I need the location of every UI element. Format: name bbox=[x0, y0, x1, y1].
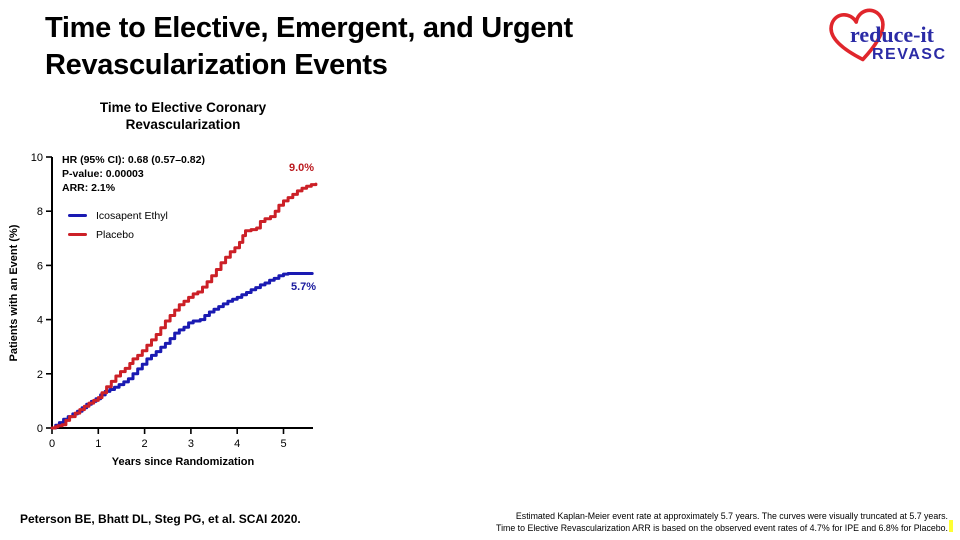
reduce-it-revasc-logo: reduce-it REVASC bbox=[826, 8, 954, 78]
svg-text:10: 10 bbox=[31, 152, 43, 164]
km-curve-chart: 0 1 2 3 4 5 0 2 4 6 8 10 bbox=[31, 152, 318, 450]
pvalue-line: P-value: 0.00003 bbox=[62, 168, 144, 180]
footnote-line1: Estimated Kaplan-Meier event rate at app… bbox=[515, 511, 948, 521]
legend-item-icosapent-ethyl: Icosapent Ethyl bbox=[68, 206, 168, 225]
svg-text:0: 0 bbox=[37, 423, 43, 435]
footnote-line2: Time to Elective Revascularization ARR i… bbox=[496, 523, 948, 533]
footnote: Estimated Kaplan-Meier event rate at app… bbox=[388, 510, 948, 534]
chart-title: Time to Elective Coronary Revascularizat… bbox=[16, 99, 350, 133]
svg-text:1: 1 bbox=[95, 438, 101, 450]
page-title-line1: Time to Elective, Emergent, and Urgent bbox=[45, 12, 573, 44]
chart-title-line2: Revascularization bbox=[125, 117, 241, 132]
arr-line: ARR: 2.1% bbox=[62, 182, 116, 194]
svg-text:4: 4 bbox=[37, 315, 43, 327]
legend-item-placebo: Placebo bbox=[68, 225, 168, 244]
icosapent-ethyl-line-swatch bbox=[68, 213, 87, 218]
x-axis-label: Years since Randomization bbox=[111, 456, 255, 468]
legend-label: Placebo bbox=[96, 228, 134, 241]
svg-text:3: 3 bbox=[188, 438, 194, 450]
logo-primary-text: reduce-it bbox=[850, 22, 934, 47]
chart-legend: Icosapent Ethyl Placebo bbox=[68, 206, 168, 244]
hr-line: HR (95% CI): 0.68 (0.57–0.82) bbox=[62, 154, 205, 166]
svg-text:2: 2 bbox=[142, 438, 148, 450]
placebo-endpoint-label: 9.0% bbox=[289, 162, 315, 174]
hr-stats-annotation: HR (95% CI): 0.68 (0.57–0.82) P-value: 0… bbox=[62, 153, 205, 195]
page-title: Time to Elective, Emergent, and Urgent R… bbox=[45, 10, 825, 84]
logo-secondary-text: REVASC bbox=[872, 46, 947, 63]
chart-title-line1: Time to Elective Coronary bbox=[99, 100, 267, 115]
citation: Peterson BE, Bhatt DL, Steg PG, et al. S… bbox=[20, 512, 301, 526]
svg-text:5: 5 bbox=[280, 438, 286, 450]
legend-label: Icosapent Ethyl bbox=[96, 209, 168, 222]
svg-text:0: 0 bbox=[49, 438, 55, 450]
svg-text:6: 6 bbox=[37, 260, 43, 272]
icosapent-ethyl-endpoint-label: 5.7% bbox=[291, 281, 317, 293]
svg-text:2: 2 bbox=[37, 369, 43, 381]
page-title-line2: Revascularization Events bbox=[45, 49, 388, 81]
placebo-line-swatch bbox=[68, 232, 87, 237]
text-cursor bbox=[949, 520, 953, 532]
svg-text:4: 4 bbox=[234, 438, 240, 450]
svg-text:8: 8 bbox=[37, 206, 43, 218]
